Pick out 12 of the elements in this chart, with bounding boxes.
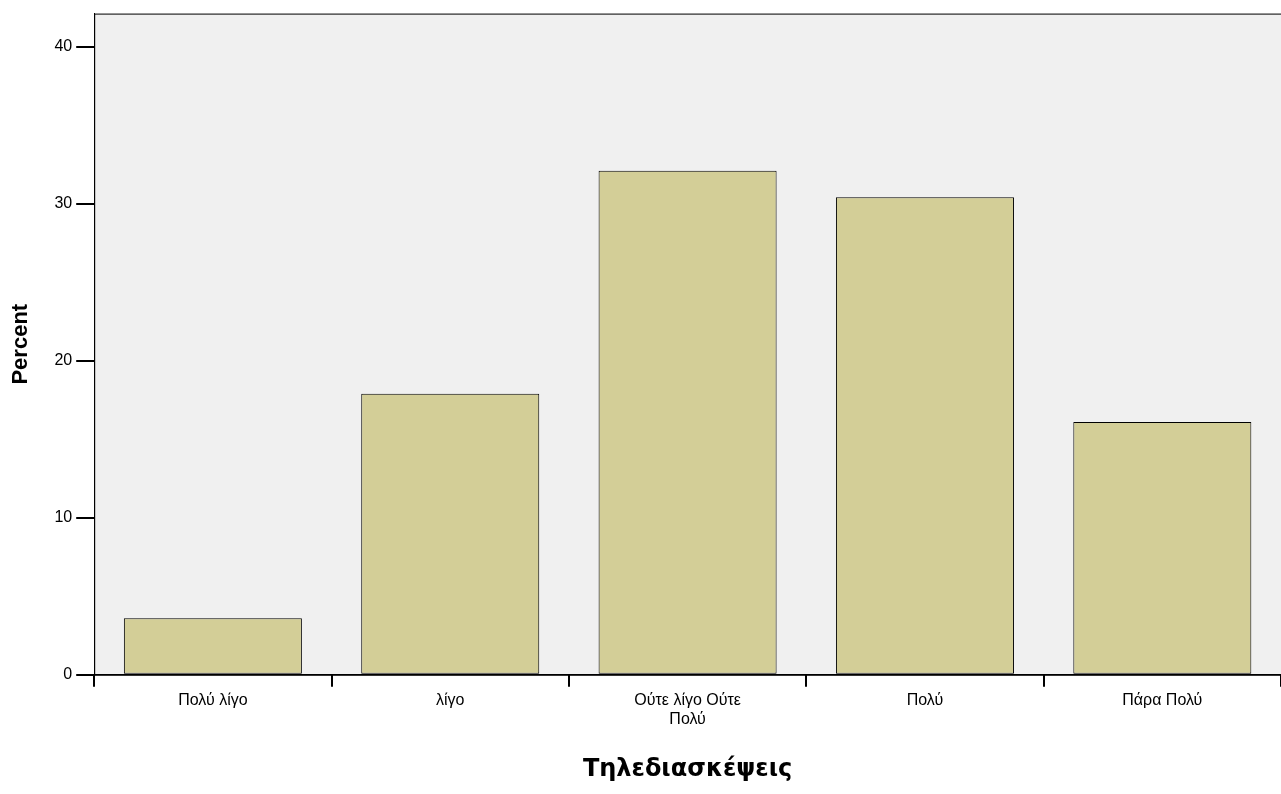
x-tick-label: Ούτε λίγο Ούτε Πολύ: [634, 690, 741, 728]
x-axis-title: Τηλεδιασκέψεις: [582, 753, 793, 782]
y-tick-label: 20: [54, 351, 73, 369]
x-tick-label: Πάρα Πολύ: [1122, 690, 1203, 708]
x-tick-label: Πολύ λίγο: [178, 690, 248, 708]
x-tick-label: λίγο: [436, 690, 465, 708]
y-tick-label: 0: [63, 665, 73, 683]
y-tick-label: 40: [54, 36, 73, 54]
y-axis-title: Percent: [7, 303, 33, 385]
y-tick-label: 10: [54, 508, 73, 526]
x-tick-label: Πολύ: [906, 690, 944, 708]
y-tick-label: 30: [54, 194, 73, 212]
